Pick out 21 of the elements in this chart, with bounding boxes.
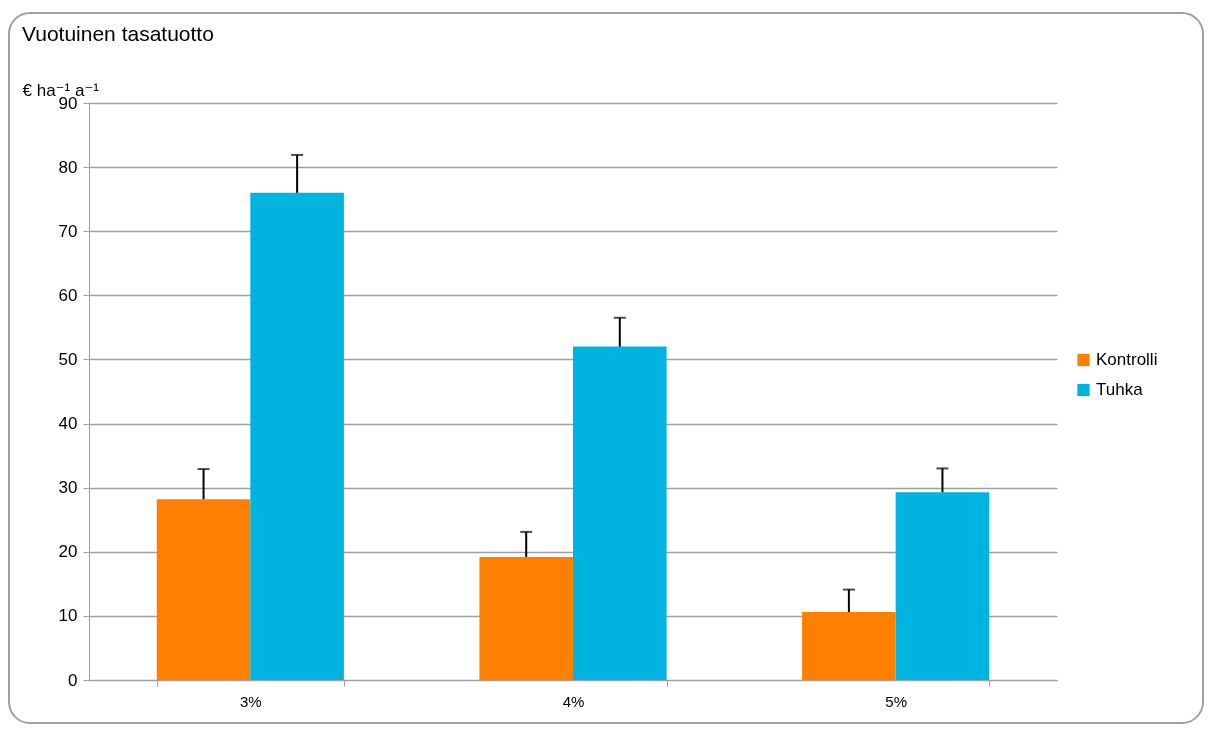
x-tick-label: 5% xyxy=(885,692,908,710)
bar xyxy=(250,192,344,680)
y-tick-label: 10 xyxy=(58,606,78,626)
x-tick-label: 4% xyxy=(562,692,585,710)
y-tick-label: 70 xyxy=(58,221,78,241)
y-tick-label: 20 xyxy=(58,542,78,562)
y-tick-label: 60 xyxy=(58,285,78,305)
legend-label: Tuhka xyxy=(1096,380,1144,399)
bar xyxy=(802,612,896,680)
bar xyxy=(573,346,667,680)
legend-label: Kontrolli xyxy=(1096,350,1158,369)
y-tick-label: 80 xyxy=(58,157,78,177)
bar xyxy=(156,499,251,680)
bar xyxy=(895,492,990,680)
y-tick-label: 50 xyxy=(58,349,78,369)
y-tick-label: 30 xyxy=(58,478,78,498)
chart-title: Vuotuinen tasatuotto xyxy=(22,22,214,45)
bar xyxy=(479,556,573,680)
x-tick-label: 3% xyxy=(239,692,262,710)
y-tick-label: 40 xyxy=(58,414,78,434)
y-tick-label: 0 xyxy=(68,670,78,690)
